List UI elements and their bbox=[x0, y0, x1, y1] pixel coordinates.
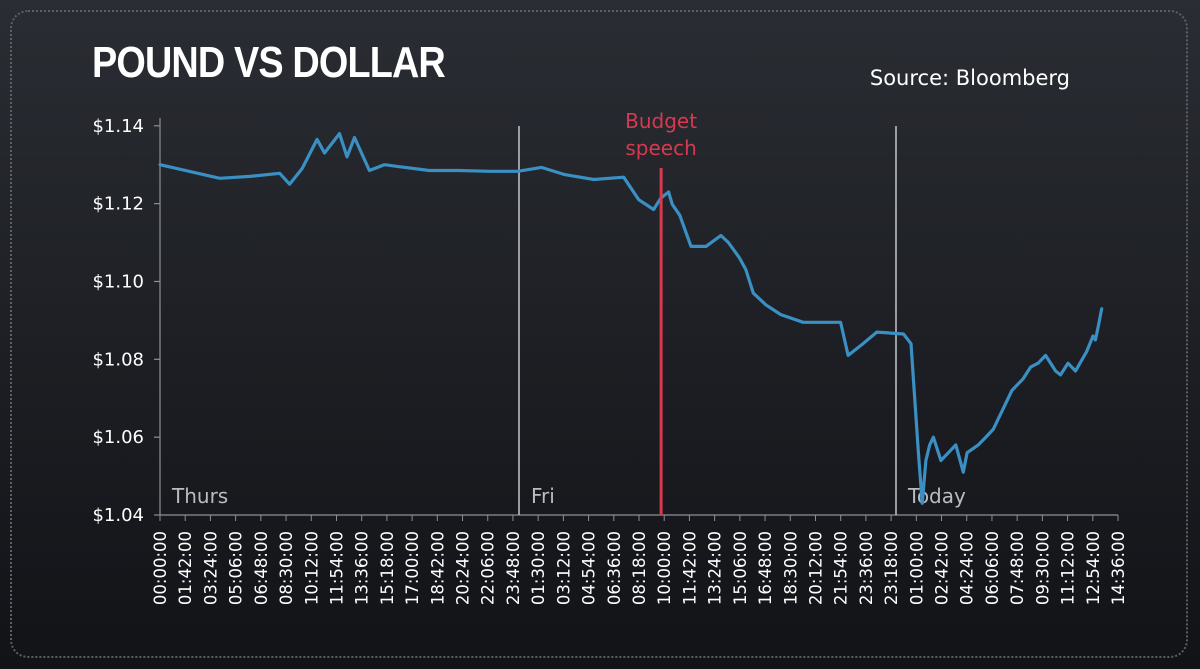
x-tick-label: 14:36:00 bbox=[1109, 531, 1128, 605]
x-tick-label: 04:24:00 bbox=[958, 531, 977, 605]
day-dividers: Thurs Fri Today bbox=[171, 126, 966, 515]
y-tick-label: $1.14 bbox=[92, 116, 144, 137]
x-tick-label: 01:30:00 bbox=[529, 531, 548, 605]
x-tick-label: 06:36:00 bbox=[605, 531, 624, 605]
x-tick-label: 09:30:00 bbox=[1033, 531, 1052, 605]
x-tick-label: 13:24:00 bbox=[706, 531, 725, 605]
x-tick-label: 16:48:00 bbox=[756, 531, 775, 605]
x-tick-label: 15:06:00 bbox=[731, 531, 750, 605]
x-tick-label: 10:12:00 bbox=[302, 531, 321, 605]
x-tick-label: 23:18:00 bbox=[882, 531, 901, 605]
x-tick-label: 23:36:00 bbox=[857, 531, 876, 605]
x-tick-label: 18:42:00 bbox=[428, 531, 447, 605]
x-tick-label: 06:48:00 bbox=[252, 531, 271, 605]
y-tick-label: $1.08 bbox=[92, 349, 144, 370]
series-group bbox=[158, 132, 1104, 505]
x-tick-label: 11:12:00 bbox=[1059, 531, 1078, 605]
x-tick-label: 03:24:00 bbox=[201, 531, 220, 605]
x-tick-label: 03:12:00 bbox=[554, 531, 573, 605]
x-tick-label: 08:30:00 bbox=[277, 531, 296, 605]
x-axis: 00:00:00 01:42:00 03:24:00 05:06:00 06:48:00… bbox=[151, 514, 1128, 605]
x-tick-label: 06:06:00 bbox=[983, 531, 1002, 605]
x-tick-label: 23:48:00 bbox=[504, 531, 523, 605]
y-tick-label: $1.10 bbox=[92, 271, 144, 292]
x-tick-label: 05:06:00 bbox=[227, 531, 246, 605]
x-tick-label: 20:24:00 bbox=[454, 531, 473, 605]
x-tick-label: 13:36:00 bbox=[353, 531, 372, 605]
x-tick-label: 11:54:00 bbox=[327, 531, 346, 605]
x-tick-label: 07:48:00 bbox=[1008, 531, 1027, 605]
x-tick-label: 02:42:00 bbox=[933, 531, 952, 605]
x-tick-label: 12:54:00 bbox=[1084, 531, 1103, 605]
x-tick-label: 01:00:00 bbox=[907, 531, 926, 605]
annotation-label: Budget bbox=[625, 109, 697, 133]
annotations: Budget speech bbox=[625, 109, 697, 515]
x-tick-label: 01:42:00 bbox=[176, 531, 195, 605]
source-label: Source: Bloomberg bbox=[869, 66, 1070, 90]
x-tick-label: 15:18:00 bbox=[378, 531, 397, 605]
x-tick-label: 10:00:00 bbox=[655, 531, 674, 605]
day-label: Thurs bbox=[171, 484, 228, 508]
annotation-label: speech bbox=[625, 136, 696, 160]
x-tick-label: 04:54:00 bbox=[580, 531, 599, 605]
x-tick-label: 00:00:00 bbox=[151, 531, 170, 605]
day-label: Fri bbox=[531, 484, 555, 508]
y-tick-label: $1.04 bbox=[92, 505, 144, 526]
dotted-border bbox=[10, 10, 1188, 658]
x-tick-label: 21:54:00 bbox=[832, 531, 851, 605]
y-tick-label: $1.12 bbox=[92, 194, 144, 215]
x-tick-label: 20:12:00 bbox=[806, 531, 825, 605]
x-tick-label: 18:30:00 bbox=[781, 531, 800, 605]
y-tick-label: $1.06 bbox=[92, 427, 144, 448]
y-axis: $1.04 $1.06 $1.08 $1.10 $1.12 $1.14 bbox=[92, 116, 161, 526]
x-tick-label: 17:00:00 bbox=[403, 531, 422, 605]
x-tick-label: 22:06:00 bbox=[479, 531, 498, 605]
price-line bbox=[158, 132, 1104, 505]
x-tick-label: 11:42:00 bbox=[680, 531, 699, 605]
chart-title: POUND VS DOLLAR bbox=[92, 38, 446, 87]
day-label: Today bbox=[907, 484, 966, 508]
x-tick-label: 08:18:00 bbox=[630, 531, 649, 605]
